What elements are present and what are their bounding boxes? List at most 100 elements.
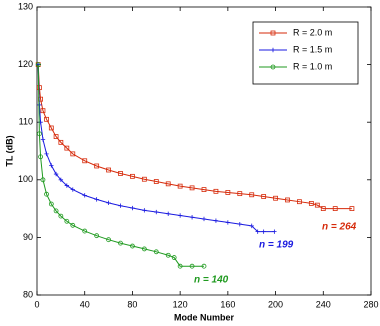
marker xyxy=(82,158,88,164)
marker xyxy=(177,263,183,269)
marker xyxy=(118,171,123,176)
marker xyxy=(261,194,267,199)
marker xyxy=(201,187,207,192)
marker xyxy=(166,211,171,216)
legend-label: R = 1.0 m xyxy=(293,61,332,71)
legend-label: R = 1.5 m xyxy=(293,44,332,54)
marker xyxy=(201,216,207,222)
marker xyxy=(308,201,314,206)
y-tick-label: 80 xyxy=(23,289,33,299)
marker xyxy=(153,179,159,184)
marker xyxy=(165,181,171,187)
y-tick-label: 120 xyxy=(18,59,33,69)
annotation: n = 140 xyxy=(194,275,229,286)
marker xyxy=(141,176,147,182)
marker xyxy=(285,197,290,203)
marker xyxy=(320,206,326,212)
marker xyxy=(237,191,243,197)
marker xyxy=(64,218,70,224)
series-line xyxy=(37,64,204,267)
marker xyxy=(332,206,338,212)
marker xyxy=(118,203,123,208)
series-line xyxy=(37,64,275,233)
marker xyxy=(70,151,76,157)
x-tick-label: 200 xyxy=(268,299,283,309)
x-tick-label: 40 xyxy=(80,299,90,309)
x-axis-label: Mode Number xyxy=(174,312,235,322)
y-tick-label: 110 xyxy=(19,117,33,127)
marker xyxy=(70,222,76,228)
x-tick-label: 240 xyxy=(316,299,331,309)
marker xyxy=(177,213,183,218)
marker xyxy=(171,255,177,260)
marker xyxy=(64,145,70,151)
marker xyxy=(44,116,49,122)
marker xyxy=(58,139,64,145)
marker xyxy=(349,206,355,212)
marker xyxy=(201,263,207,269)
marker xyxy=(40,137,46,142)
marker xyxy=(118,240,123,246)
marker xyxy=(154,209,159,215)
marker xyxy=(40,108,46,114)
marker xyxy=(53,171,59,177)
marker xyxy=(314,202,320,208)
marker xyxy=(297,199,302,205)
marker xyxy=(273,195,278,201)
x-tick-label: 160 xyxy=(220,299,235,309)
x-tick-label: 0 xyxy=(34,299,39,309)
legend-marker xyxy=(270,47,276,53)
marker xyxy=(141,246,147,252)
marker xyxy=(261,229,266,234)
marker xyxy=(64,183,70,188)
marker xyxy=(130,205,135,211)
marker xyxy=(153,249,159,255)
y-tick-label: 90 xyxy=(23,232,33,242)
marker xyxy=(249,192,255,198)
marker xyxy=(189,185,195,191)
marker xyxy=(82,193,87,198)
marker xyxy=(53,134,59,140)
marker xyxy=(44,151,49,157)
marker xyxy=(49,163,54,168)
marker xyxy=(40,177,46,183)
marker xyxy=(237,221,242,227)
marker xyxy=(255,229,260,234)
marker xyxy=(177,183,183,189)
legend-box xyxy=(252,21,359,85)
y-axis-label: TL (dB) xyxy=(4,135,14,166)
marker xyxy=(272,229,277,234)
marker xyxy=(249,223,254,229)
marker xyxy=(130,243,135,249)
legend-marker xyxy=(270,64,276,70)
marker xyxy=(106,237,111,243)
y-tick-label: 100 xyxy=(18,174,33,184)
marker xyxy=(130,173,135,179)
marker xyxy=(213,218,219,223)
annotation: n = 199 xyxy=(259,240,294,251)
marker xyxy=(48,201,54,207)
series-line xyxy=(37,64,352,210)
legend-label: R = 2.0 m xyxy=(293,27,332,37)
marker xyxy=(58,177,64,182)
marker xyxy=(213,188,219,194)
marker xyxy=(58,213,64,219)
marker xyxy=(35,62,41,67)
marker xyxy=(53,208,59,214)
marker xyxy=(106,167,111,173)
marker xyxy=(189,215,195,220)
marker xyxy=(94,197,99,202)
legend-marker xyxy=(270,30,276,36)
marker xyxy=(106,200,111,206)
marker xyxy=(142,208,147,213)
marker xyxy=(189,263,195,269)
annotation: n = 264 xyxy=(322,222,357,233)
marker xyxy=(38,154,43,160)
marker xyxy=(70,187,75,192)
marker xyxy=(82,228,88,234)
y-tick-label: 130 xyxy=(18,1,33,11)
marker xyxy=(165,252,171,258)
marker xyxy=(94,163,100,169)
marker xyxy=(48,125,54,131)
